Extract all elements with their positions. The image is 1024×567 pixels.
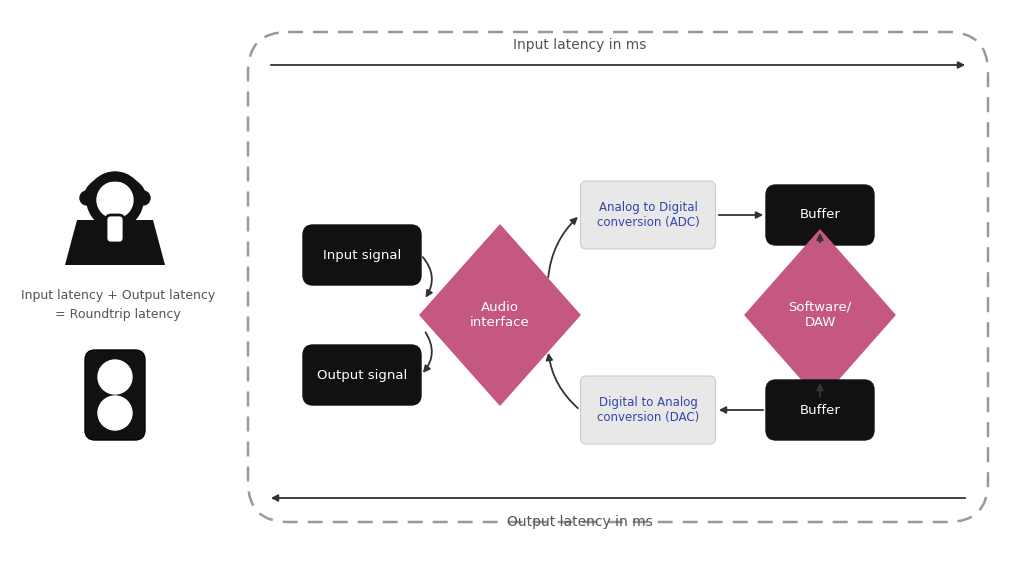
FancyBboxPatch shape [85,350,145,440]
Text: Software/
DAW: Software/ DAW [788,301,852,329]
Text: Output signal: Output signal [316,369,408,382]
Circle shape [136,191,150,205]
Text: Buffer: Buffer [800,209,841,222]
Circle shape [98,396,132,430]
Polygon shape [745,230,895,400]
Circle shape [80,191,94,205]
Text: Input latency in ms: Input latency in ms [513,38,647,52]
Polygon shape [65,220,165,265]
Text: Output latency in ms: Output latency in ms [507,515,653,529]
FancyBboxPatch shape [766,380,874,440]
Text: Input signal: Input signal [323,248,401,261]
Circle shape [87,172,143,228]
FancyBboxPatch shape [303,345,421,405]
FancyBboxPatch shape [581,376,716,444]
Text: Buffer: Buffer [800,404,841,417]
FancyBboxPatch shape [106,215,124,243]
FancyBboxPatch shape [581,181,716,249]
Circle shape [98,360,132,394]
Text: Analog to Digital
conversion (ADC): Analog to Digital conversion (ADC) [597,201,699,229]
FancyBboxPatch shape [766,185,874,245]
Circle shape [97,182,133,218]
Polygon shape [420,225,580,405]
Text: Digital to Analog
conversion (DAC): Digital to Analog conversion (DAC) [597,396,699,424]
Text: Input latency + Output latency
= Roundtrip latency: Input latency + Output latency = Roundtr… [20,289,215,321]
Text: Audio
interface: Audio interface [470,301,529,329]
FancyBboxPatch shape [303,225,421,285]
